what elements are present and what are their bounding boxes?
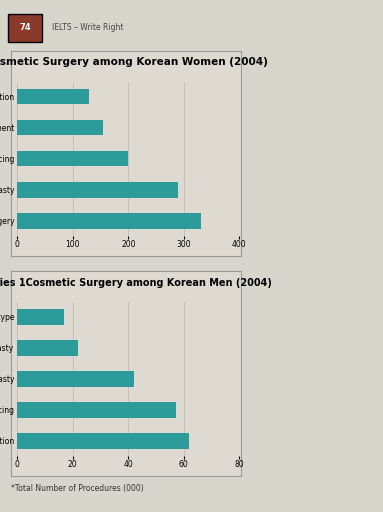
Bar: [17, 89, 89, 104]
Text: *Total Number of Procedures (000): *Total Number of Procedures (000): [11, 484, 144, 493]
Bar: [17, 371, 134, 387]
FancyBboxPatch shape: [8, 14, 42, 42]
Bar: [17, 402, 175, 418]
Text: Cosmetic Surgery among Korean Women (2004): Cosmetic Surgery among Korean Women (200…: [0, 57, 268, 68]
Bar: [17, 213, 201, 228]
Bar: [17, 151, 128, 166]
Text: 74: 74: [19, 23, 31, 32]
Text: Series 1Cosmetic Surgery among Korean Men (2004): Series 1Cosmetic Surgery among Korean Me…: [0, 278, 272, 288]
Bar: [17, 433, 190, 449]
Bar: [17, 182, 178, 198]
Bar: [17, 340, 78, 356]
Bar: [17, 120, 103, 136]
Bar: [17, 309, 64, 325]
Text: IELTS – Write Right: IELTS – Write Right: [52, 23, 123, 32]
